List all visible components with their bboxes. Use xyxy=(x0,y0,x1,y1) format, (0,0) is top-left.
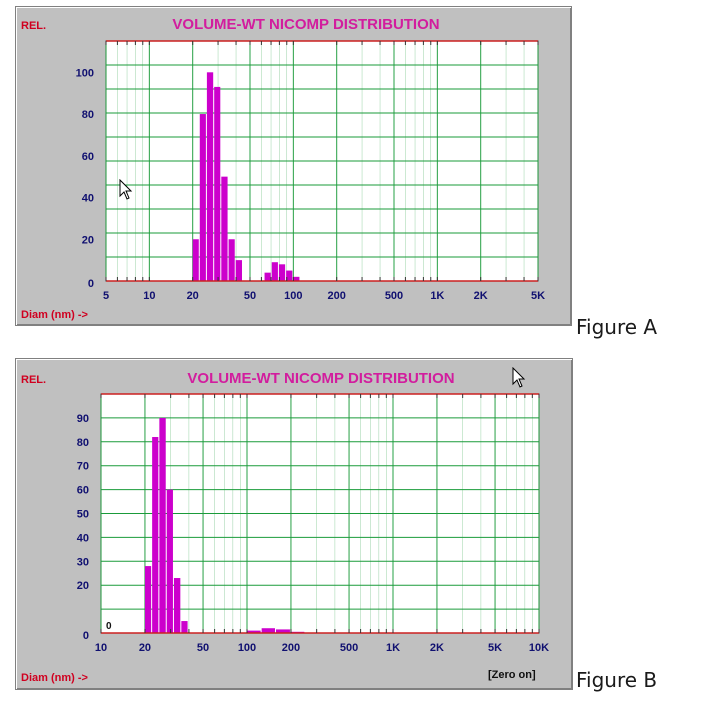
histogram-bar xyxy=(261,628,276,633)
y-tick-label: 70 xyxy=(77,461,89,473)
mouse-pointer-icon xyxy=(119,179,133,200)
zero-on-note: [Zero on] xyxy=(488,669,536,681)
histogram-bar xyxy=(206,72,214,281)
y-tick-label: 20 xyxy=(77,580,89,592)
x-tick-label: 10 xyxy=(95,642,107,654)
chart-a-ylabel: REL. xyxy=(21,20,46,32)
x-tick-label: 100 xyxy=(238,642,256,654)
histogram-bar xyxy=(192,239,199,281)
x-tick-label: 20 xyxy=(139,642,151,654)
chart-a-plot: 0 20 40 60 80 100 5 10 20 50 100 200 500 1K 2K 5K xyxy=(76,40,545,302)
y-tick-label: 50 xyxy=(77,509,89,521)
x-tick-label: 1K xyxy=(430,290,444,302)
histogram-bar xyxy=(152,437,159,633)
chart-b-xlabel: Diam (nm) -> xyxy=(21,672,88,684)
figure-b-label: Figure B xyxy=(576,668,658,692)
histogram-bar xyxy=(293,276,300,281)
y-tick-label: 80 xyxy=(77,437,89,449)
chart-b-title: VOLUME-WT NICOMP DISTRIBUTION xyxy=(187,370,454,387)
chart-a-xlabel: Diam (nm) -> xyxy=(21,309,88,321)
chart-a-title: VOLUME-WT NICOMP DISTRIBUTION xyxy=(172,16,439,33)
histogram-bar xyxy=(276,629,290,633)
x-tick-label: 2K xyxy=(474,290,488,302)
mouse-pointer-icon xyxy=(512,367,526,388)
zero-marker: 0 xyxy=(106,621,112,632)
x-tick-label: 20 xyxy=(187,290,199,302)
histogram-bar xyxy=(264,272,271,281)
y-tick-label: 60 xyxy=(82,151,94,163)
histogram-bar xyxy=(173,578,181,633)
histogram-bar xyxy=(286,270,293,281)
chart-a-svg: REL. VOLUME-WT NICOMP DISTRIBUTION Diam … xyxy=(21,16,545,321)
histogram-bar xyxy=(228,239,235,281)
histogram-bar xyxy=(278,264,286,281)
x-tick-label: 10K xyxy=(529,642,549,654)
y-tick-label: 0 xyxy=(88,278,94,290)
histogram-bar xyxy=(214,86,221,281)
figure-a-label: Figure A xyxy=(576,315,658,339)
chart-panel-a: REL. VOLUME-WT NICOMP DISTRIBUTION Diam … xyxy=(15,6,572,326)
x-tick-label: 500 xyxy=(340,642,358,654)
y-tick-label: 90 xyxy=(77,413,89,425)
chart-panel-b: REL. VOLUME-WT NICOMP DISTRIBUTION Diam … xyxy=(15,358,573,690)
histogram-bar xyxy=(221,176,228,281)
histogram-bar xyxy=(166,489,173,633)
histogram-bar xyxy=(247,630,261,633)
chart-b-svg: REL. VOLUME-WT NICOMP DISTRIBUTION Diam … xyxy=(21,370,549,684)
histogram-bar xyxy=(159,417,166,633)
y-tick-label: 100 xyxy=(76,67,94,79)
y-tick-label: 20 xyxy=(82,234,94,246)
x-tick-label: 5K xyxy=(531,290,545,302)
histogram-bar xyxy=(271,262,278,281)
y-tick-label: 40 xyxy=(77,532,89,544)
histogram-bar xyxy=(235,260,242,281)
x-tick-label: 500 xyxy=(385,290,403,302)
y-tick-label: 40 xyxy=(82,193,94,205)
chart-b-plot: 0 20 30 40 50 60 70 80 90 10 20 50 100 200 500 1K 2K 5K 10… xyxy=(77,393,549,654)
histogram-bar xyxy=(144,566,152,633)
y-tick-label: 60 xyxy=(77,485,89,497)
y-tick-label: 30 xyxy=(77,556,89,568)
y-tick-label: 0 xyxy=(83,630,89,642)
x-tick-label: 1K xyxy=(386,642,400,654)
y-tick-label: 80 xyxy=(82,109,94,121)
x-tick-label: 5K xyxy=(488,642,502,654)
x-tick-label: 50 xyxy=(244,290,256,302)
x-tick-label: 200 xyxy=(282,642,300,654)
x-tick-label: 100 xyxy=(284,290,302,302)
histogram-bar xyxy=(181,621,188,633)
chart-b-ylabel: REL. xyxy=(21,374,46,386)
x-tick-label: 5 xyxy=(103,290,109,302)
x-tick-label: 2K xyxy=(430,642,444,654)
histogram-bar xyxy=(199,114,206,281)
x-tick-label: 10 xyxy=(143,290,155,302)
x-tick-label: 50 xyxy=(197,642,209,654)
x-tick-label: 200 xyxy=(328,290,346,302)
